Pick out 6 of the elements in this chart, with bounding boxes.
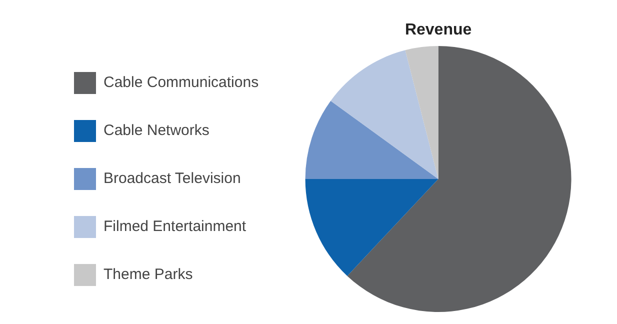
legend-label: Cable Networks <box>104 122 210 140</box>
legend-label: Cable Communications <box>104 74 259 92</box>
chart-title: Revenue <box>404 21 472 38</box>
legend-label: Filmed Entertainment <box>104 218 247 236</box>
legend-label: Theme Parks <box>104 266 193 284</box>
legend-label: Broadcast Television <box>104 170 241 188</box>
